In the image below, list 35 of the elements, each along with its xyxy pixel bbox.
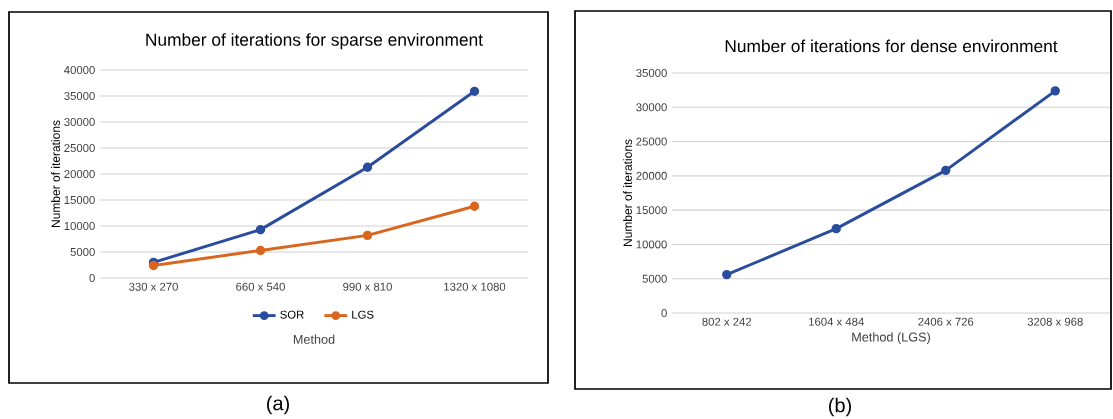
y-axis-title: Number of iterations <box>51 120 60 228</box>
y-tick-label: 30000 <box>64 118 95 127</box>
x-tick-label: 990 x 810 <box>343 282 392 291</box>
y-tick-label: 25000 <box>64 144 95 153</box>
y-tick-label: 15000 <box>636 206 667 215</box>
y-tick-label: 0 <box>661 309 667 318</box>
chart-title: Number of iterations for sparse environment <box>146 33 483 50</box>
y-tick-label: 35000 <box>636 69 667 78</box>
x-tick-label: 1604 x 484 <box>809 317 864 326</box>
text: (a) <box>267 395 289 415</box>
y-tick-label: 30000 <box>636 103 667 112</box>
text: (b) <box>829 397 851 417</box>
y-tick-label: 5000 <box>642 274 667 283</box>
x-tick-label: 330 x 270 <box>129 282 178 291</box>
y-tick-label: 35000 <box>64 92 95 101</box>
y-tick-label: 40000 <box>64 66 95 75</box>
chart-title: Number of iterations for dense environment <box>725 39 1058 53</box>
y-tick-label: 0 <box>89 274 95 283</box>
x-tick-label: 802 x 242 <box>702 317 752 326</box>
y-tick-label: 10000 <box>64 222 95 231</box>
y-tick-label: 10000 <box>636 240 667 249</box>
y-tick-label: 20000 <box>64 170 95 179</box>
y-tick-label: 20000 <box>636 171 667 180</box>
x-tick-label: 660 x 540 <box>236 282 285 291</box>
x-axis-title: Method (LGS) <box>852 332 930 345</box>
x-tick-label: 2406 x 726 <box>918 317 974 326</box>
x-axis-title: Method <box>293 334 335 344</box>
x-tick-label: 3208 x 968 <box>1027 317 1083 326</box>
y-tick-label: 5000 <box>70 248 95 257</box>
legend-label: LGS <box>352 310 374 319</box>
y-tick-label: 15000 <box>64 196 95 205</box>
x-tick-label: 1320 x 1080 <box>444 282 506 291</box>
legend-label: SOR <box>280 310 304 319</box>
y-tick-label: 25000 <box>636 137 667 146</box>
y-axis-title: Number of iterations <box>623 139 632 247</box>
